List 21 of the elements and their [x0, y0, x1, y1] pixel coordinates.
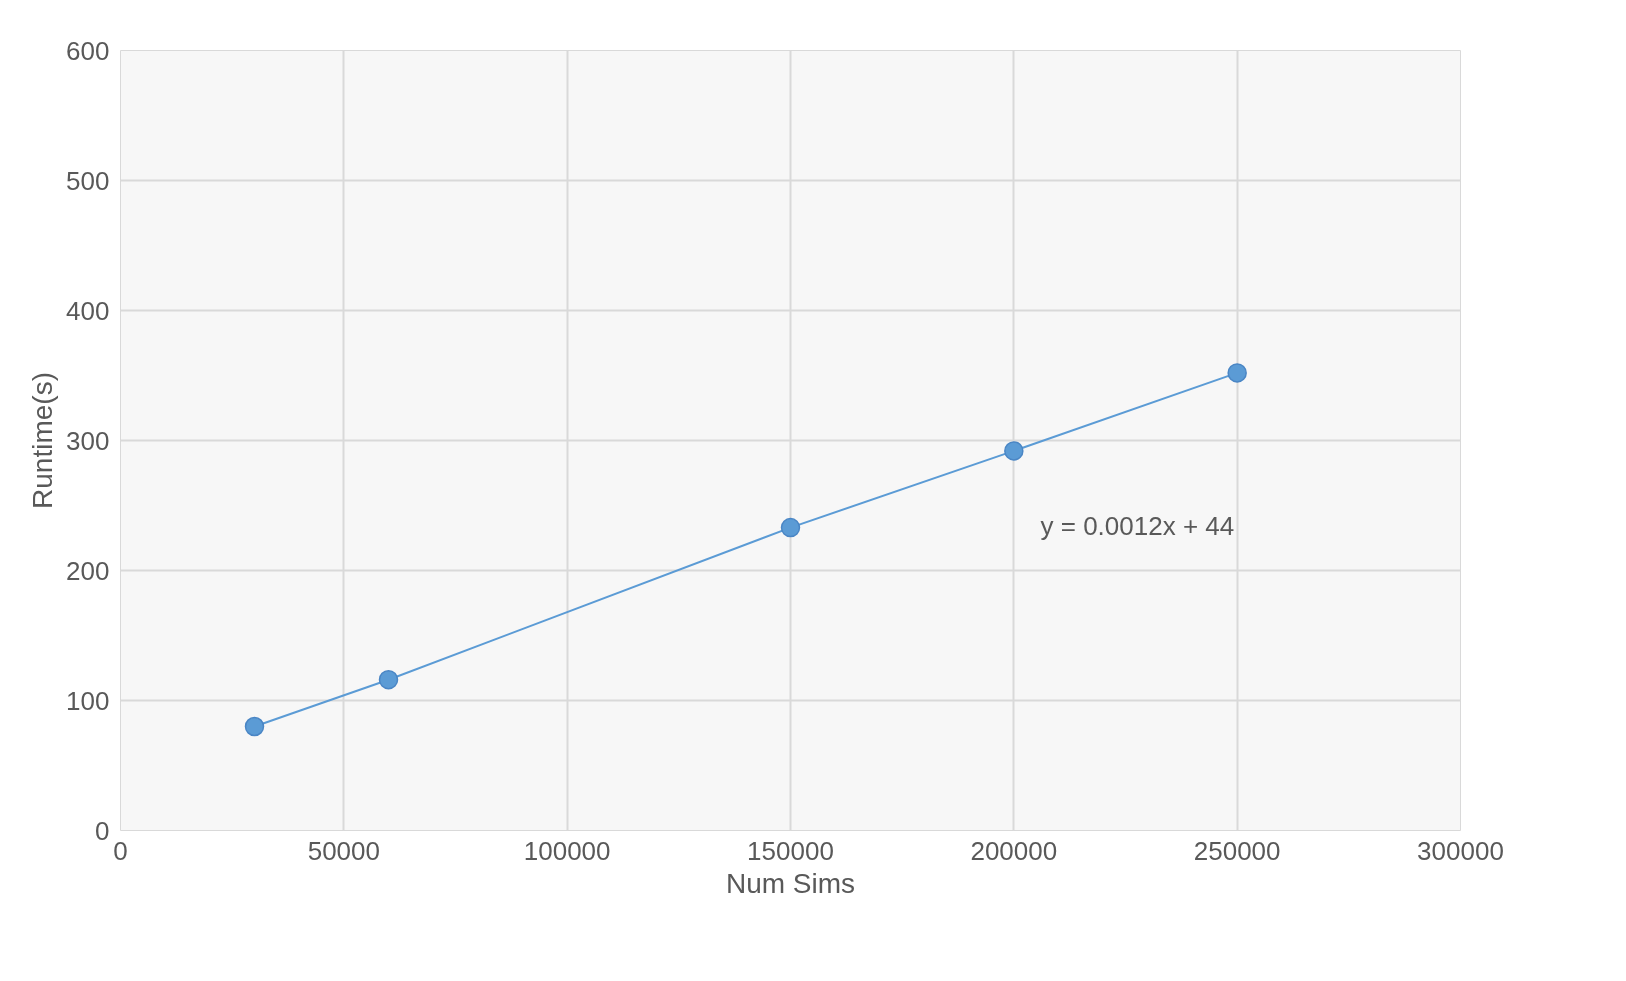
x-axis-title: Num Sims	[725, 867, 856, 899]
point	[1227, 363, 1247, 383]
x-tick-label: 200000	[970, 835, 1058, 866]
y-tick-label: 100	[66, 685, 110, 716]
point	[378, 669, 399, 690]
y-tick-label: 400	[66, 295, 110, 326]
point	[244, 716, 265, 737]
y-axis-title: Runtime(s)	[27, 372, 59, 509]
y-tick-label: 0	[95, 815, 110, 846]
x-tick-label: 50000	[307, 835, 380, 866]
x-tick-label: 100000	[523, 835, 611, 866]
annotation: y = 0.0012x + 44	[1040, 510, 1235, 541]
x-tick-label: 250000	[1193, 835, 1281, 866]
point	[780, 517, 801, 538]
point	[1004, 441, 1024, 461]
y-tick-label: 200	[66, 555, 110, 586]
y-tick-label: 300	[66, 425, 110, 456]
y-tick-label: 600	[66, 35, 110, 66]
x-tick-label: 300000	[1417, 835, 1504, 866]
y-tick-label: 500	[66, 165, 110, 196]
x-tick-label: 150000	[747, 835, 834, 866]
